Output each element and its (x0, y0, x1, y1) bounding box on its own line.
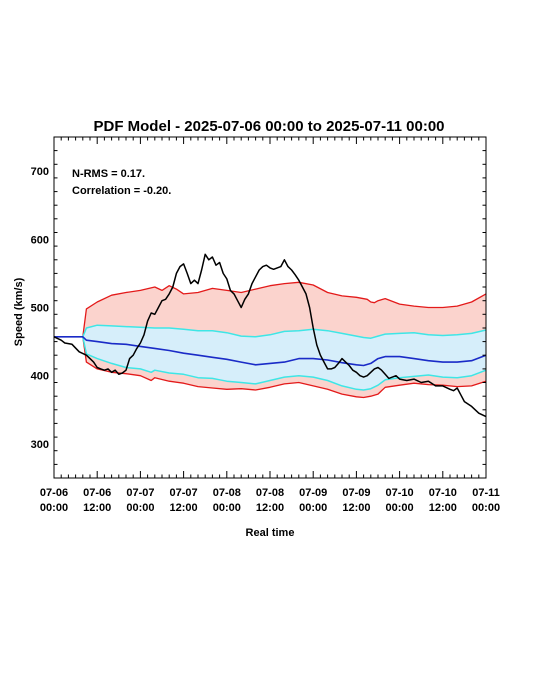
x-tick-label-time: 00:00 (386, 502, 414, 514)
x-tick-label-date: 07-10 (429, 487, 457, 499)
x-tick-label-date: 07-08 (256, 487, 284, 499)
median-line (54, 335, 487, 367)
x-tick-label-time: 00:00 (472, 502, 500, 514)
x-tick-label-time: 00:00 (126, 502, 154, 514)
x-tick-label-date: 07-08 (213, 487, 241, 499)
x-tick-label-date: 07-10 (386, 487, 414, 499)
x-tick-label-time: 00:00 (299, 502, 327, 514)
y-tick-label: 600 (31, 234, 49, 246)
upper-inner-line (54, 324, 487, 339)
observed-line (53, 253, 487, 418)
chart-title: PDF Model - 2025-07-06 00:00 to 2025-07-… (93, 118, 444, 135)
x-tick-label-time: 00:00 (40, 502, 68, 514)
y-tick-label: 500 (31, 303, 49, 315)
correlation-annotation: Correlation = -0.20. (72, 185, 171, 197)
y-tick-label: 700 (31, 166, 49, 178)
y-tick-label: 400 (31, 371, 49, 383)
x-tick-label-date: 07-11 (472, 487, 500, 499)
lower-outer-line (54, 336, 487, 399)
y-tick-label: 300 (31, 439, 49, 451)
nrms-annotation: N-RMS = 0.17. (72, 168, 145, 180)
x-tick-label-date: 07-07 (170, 487, 198, 499)
x-tick-label-time: 12:00 (429, 502, 457, 514)
series-lines (53, 253, 487, 418)
x-axis-label: Real time (246, 527, 295, 539)
x-tick-label-date: 07-07 (126, 487, 154, 499)
x-tick-label-date: 07-06 (83, 487, 111, 499)
inner-band-fill (54, 325, 486, 390)
band-fills (54, 282, 486, 398)
x-tick-label-date: 07-06 (40, 487, 68, 499)
upper-outer-line (54, 281, 487, 338)
x-tick-label-time: 12:00 (170, 502, 198, 514)
x-tick-label-time: 12:00 (83, 502, 111, 514)
x-tick-label-date: 07-09 (299, 487, 327, 499)
axes: 300 400 500 600 700 07-06 00:00 07-06 12:00 07-07… (31, 136, 500, 514)
x-tick-label-time: 12:00 (256, 502, 284, 514)
y-axis-label: Speed (km/s) (13, 277, 25, 346)
x-tick-label-date: 07-09 (342, 487, 370, 499)
x-tick-label-time: 00:00 (213, 502, 241, 514)
x-tick-label-time: 12:00 (342, 502, 370, 514)
lower-inner-line (54, 336, 487, 391)
